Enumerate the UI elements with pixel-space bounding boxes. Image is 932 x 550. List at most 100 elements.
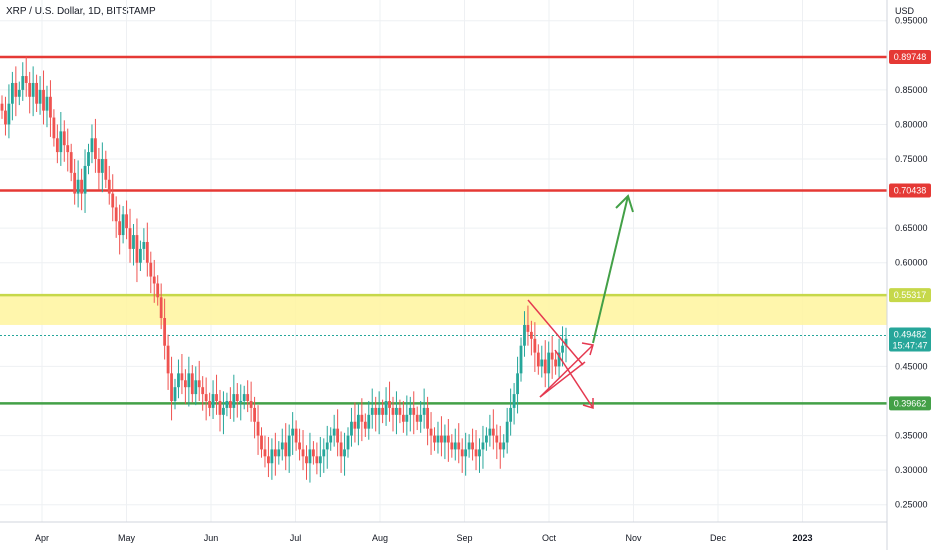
breakout-down-arrow (554, 349, 594, 409)
candle-body (395, 407, 398, 415)
candle-body (152, 276, 156, 284)
projection-up-arrowhead (615, 194, 634, 213)
candle-body (273, 449, 277, 457)
candle-body (467, 442, 471, 450)
candle-body (107, 179, 111, 194)
candle-body (536, 352, 540, 367)
candle-body (128, 228, 132, 249)
candle-body (315, 456, 319, 464)
chart-title: XRP / U.S. Dollar, 1D, BITSTAMP (6, 6, 156, 17)
triangle-upper-edge (527, 299, 584, 366)
candle-body (540, 359, 544, 367)
candle-body (135, 235, 139, 263)
candle-body (149, 262, 153, 277)
candle-body (225, 401, 229, 408)
candle-body (398, 407, 402, 415)
candle-body (239, 401, 243, 403)
candle-body (391, 407, 395, 415)
horizontal-levels[interactable]: 0.89748 0.70438 0.55317 0.39662 0.4948215:47… (0, 50, 931, 411)
candle-body (10, 82, 14, 104)
breakout-up-arrowhead (581, 342, 594, 356)
candle-body (194, 380, 198, 395)
candle-body (256, 421, 260, 436)
candle-body (516, 373, 519, 395)
candle-body (277, 449, 281, 457)
candle-body (284, 442, 288, 457)
candle-body (377, 407, 381, 415)
candle-body (363, 421, 367, 429)
candle-body (453, 442, 457, 450)
candle-body (270, 449, 274, 464)
resistance-zone (0, 295, 887, 325)
candle-body (471, 442, 474, 450)
candle-body (21, 76, 25, 90)
candle-body (498, 442, 502, 450)
candle-body (156, 283, 160, 298)
candle-body (90, 138, 94, 153)
candle-body (502, 442, 506, 450)
level-tag-label: 0.70438 (894, 186, 927, 196)
candle-body (523, 324, 526, 346)
candle-body (415, 414, 419, 422)
breakout-down-arrowhead (582, 398, 594, 410)
candle-body (370, 407, 374, 415)
candle-body (325, 442, 329, 450)
candle-body (114, 207, 118, 222)
candle-body (183, 380, 187, 388)
candle-body (557, 352, 561, 367)
candle-body (384, 401, 388, 415)
candle-body (49, 96, 52, 118)
candle-body (132, 235, 135, 249)
y-tick-label: 0.80000 (895, 119, 928, 129)
candle-body (322, 449, 326, 457)
candle-body (197, 380, 201, 388)
candle-body (485, 435, 488, 443)
candle-body (215, 394, 218, 402)
candle-body (125, 214, 128, 229)
candle-body (111, 193, 115, 208)
level-tag (889, 50, 931, 65)
candle-body (59, 131, 63, 153)
candle-body (464, 449, 468, 457)
candle-body (412, 407, 416, 415)
x-tick-label: Sep (456, 533, 472, 543)
candle-body (246, 394, 250, 402)
candle-body (187, 373, 191, 388)
candle-body (547, 352, 551, 374)
candle-body (429, 428, 433, 436)
candle-body (24, 76, 28, 83)
candle-body (190, 373, 194, 395)
candle-body (208, 401, 212, 408)
candle-body (495, 435, 499, 443)
candle-body (170, 373, 173, 402)
candle-body (253, 407, 256, 422)
candle-body (426, 407, 429, 429)
y-tick-label: 0.60000 (895, 258, 928, 268)
candle-body (491, 428, 495, 436)
currency-label: USD (895, 6, 915, 16)
candle-body (104, 159, 108, 180)
candle-body (481, 442, 485, 450)
candle-body (346, 435, 350, 450)
candle-body (142, 241, 146, 249)
candle-body (543, 359, 547, 374)
candle-body (94, 138, 97, 160)
candle-body (298, 442, 301, 450)
candle-body (232, 394, 236, 408)
candle-body (177, 373, 180, 388)
x-tick-label: Oct (542, 533, 557, 543)
y-tick-label: 0.30000 (895, 465, 928, 475)
drawing-annotations[interactable] (527, 194, 634, 410)
candle-body (35, 82, 39, 104)
yellow-zone-rect (0, 295, 887, 325)
candle-body (55, 138, 59, 153)
candle-body (159, 297, 163, 319)
candle-body (45, 96, 49, 111)
level-tag-label: 0.55317 (894, 290, 927, 300)
candle-body (450, 442, 454, 450)
candlestick-series (0, 56, 568, 483)
candle-body (433, 435, 436, 443)
y-tick-label: 0.85000 (895, 85, 928, 95)
candle-body (228, 401, 232, 408)
